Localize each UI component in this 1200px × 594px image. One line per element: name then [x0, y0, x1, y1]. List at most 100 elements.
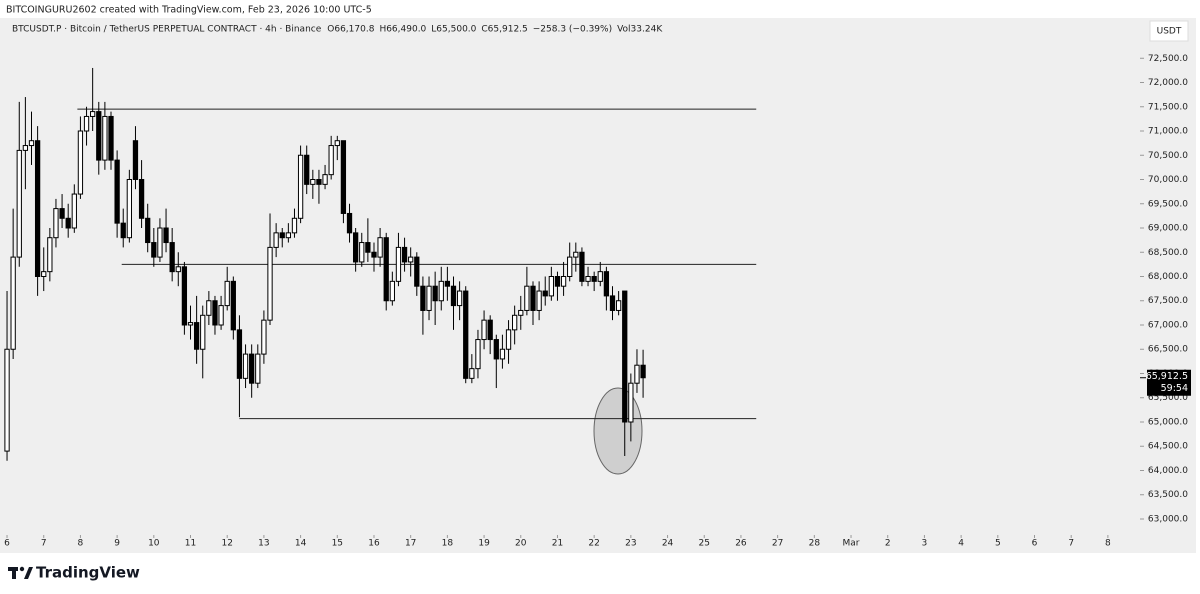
candle-body: [573, 251, 579, 258]
candle-body: [96, 111, 102, 161]
candle-body: [169, 242, 175, 273]
candle-body: [340, 140, 347, 214]
candle-body: [242, 353, 249, 379]
candle-body: [138, 179, 145, 219]
x-tick-label: 8: [1105, 539, 1111, 549]
y-tick-label: 71,000.0: [1148, 127, 1188, 137]
candle-body: [297, 154, 304, 219]
candle-body: [304, 154, 310, 185]
y-tick-label: 63,000.0: [1148, 514, 1188, 524]
y-tick-label: 65,000.0: [1148, 417, 1188, 427]
candle-body: [200, 314, 206, 350]
candle-body: [108, 115, 114, 161]
candle-body: [285, 232, 292, 239]
quote-value: C65,912.5: [481, 25, 527, 35]
x-tick-label: 17: [405, 539, 416, 549]
logo-icon: [8, 566, 33, 579]
candle-body: [426, 285, 432, 311]
candle-body: [383, 237, 389, 302]
y-tick-label: 70,500.0: [1148, 151, 1188, 161]
candle-body: [34, 140, 41, 277]
y-tick-label: 63,500.0: [1148, 490, 1188, 500]
candle-body: [487, 319, 493, 341]
candle-body: [230, 280, 236, 331]
candle-body: [579, 251, 585, 282]
candle-body: [622, 290, 628, 423]
candle-body: [377, 237, 383, 258]
candle-body: [450, 285, 457, 307]
candle-body: [438, 280, 444, 302]
y-tick-label: 66,500.0: [1148, 345, 1188, 355]
candle-body: [310, 179, 316, 185]
candle-body: [4, 348, 10, 452]
candle-body: [444, 280, 451, 287]
chart-panel: [0, 18, 1196, 553]
x-tick-label: 22: [588, 539, 599, 549]
symbol: BTCUSDT.P · Bitcoin / TetherUS PERPETUAL…: [12, 25, 322, 35]
candle-body: [463, 290, 469, 379]
candle-body: [493, 339, 499, 360]
candle-body: [359, 242, 365, 263]
candle-body: [212, 300, 218, 326]
x-tick-label: 16: [368, 539, 380, 549]
candle-body: [609, 295, 616, 311]
candle-body: [249, 353, 255, 384]
candle-body: [145, 217, 151, 244]
x-tick-label: 4: [958, 539, 964, 549]
candle-body: [71, 193, 77, 229]
candle-body: [475, 339, 481, 370]
candle-body: [634, 364, 640, 384]
x-tick-label: 26: [735, 539, 747, 549]
candle-body: [83, 115, 90, 132]
candle-body: [65, 217, 71, 229]
candle-body: [615, 300, 622, 311]
candle-body: [175, 266, 181, 273]
currency: USDT: [1157, 27, 1182, 37]
candle-body: [597, 271, 603, 282]
candle-body: [322, 174, 328, 185]
candle-body: [206, 300, 212, 316]
candle-body: [554, 276, 561, 287]
candle-body: [16, 149, 22, 258]
candle-body: [187, 322, 194, 326]
candle-body: [267, 246, 273, 321]
x-tick-label: 25: [699, 539, 710, 549]
attribution: BITCOINGURU2602 created with TradingView…: [6, 5, 372, 16]
candle-body: [120, 222, 126, 239]
x-tick-label: 12: [221, 539, 232, 549]
candle-body: [365, 242, 371, 253]
candle-body: [603, 271, 610, 297]
quote-value: Vol33.24K: [617, 25, 663, 35]
y-tick-label: 64,000.0: [1148, 466, 1188, 476]
candle-body: [224, 280, 230, 307]
candle-body: [334, 140, 340, 147]
candle-body: [157, 227, 163, 258]
candle-body: [193, 322, 200, 350]
y-tick-label: 72,500.0: [1148, 54, 1188, 64]
candle-body: [346, 212, 353, 234]
candle-body: [408, 256, 414, 263]
candle-body: [261, 319, 267, 355]
candle-body: [389, 280, 395, 302]
candle-body: [328, 145, 334, 176]
currency-box[interactable]: [1149, 20, 1189, 42]
x-tick-label: 5: [995, 539, 1001, 549]
y-tick-label: 69,500.0: [1148, 199, 1188, 209]
candle-body: [114, 159, 120, 224]
candle-body: [530, 285, 536, 311]
candle-body: [53, 208, 59, 239]
candle-body: [126, 179, 132, 239]
candle-body: [628, 382, 634, 423]
candle-body: [456, 290, 463, 307]
candle-body: [518, 309, 524, 316]
candle-body: [151, 242, 157, 258]
x-tick-label: 9: [114, 539, 120, 549]
candle-body: [77, 130, 84, 195]
candle-body: [414, 256, 420, 287]
candle-body: [279, 232, 285, 239]
candle-body: [59, 208, 65, 219]
candle-body: [591, 276, 597, 282]
candle-body: [395, 246, 402, 282]
y-tick-label: 67,000.0: [1148, 320, 1188, 330]
